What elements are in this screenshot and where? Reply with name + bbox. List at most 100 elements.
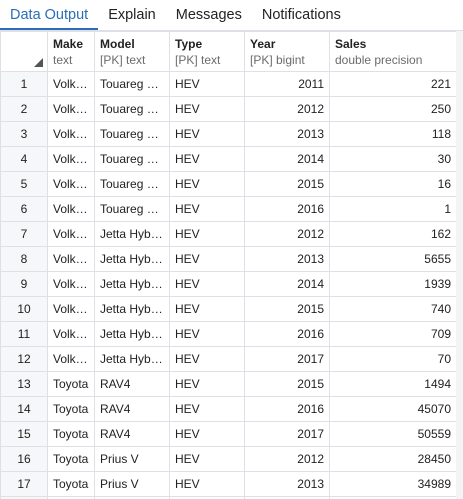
make-cell[interactable]: Toyota (47, 371, 95, 397)
year-cell[interactable]: 2012 (244, 446, 330, 472)
select-all-corner[interactable] (0, 31, 48, 72)
model-cell[interactable]: Jetta Hybr… (94, 321, 170, 347)
table-row[interactable]: 14 Toyota RAV4 HEV 2016 45070 (0, 396, 457, 422)
make-cell[interactable]: Volk… (47, 146, 95, 172)
model-cell[interactable]: RAV4 (94, 396, 170, 422)
year-cell[interactable]: 2013 (244, 121, 330, 147)
sales-cell[interactable]: 50559 (329, 421, 457, 447)
sales-cell[interactable]: 709 (329, 321, 457, 347)
sales-cell[interactable]: 740 (329, 296, 457, 322)
column-header-model[interactable]: Model [PK] text (94, 31, 170, 72)
row-number-cell[interactable]: 9 (0, 271, 48, 297)
row-number-cell[interactable]: 1 (0, 71, 48, 97)
sales-cell[interactable]: 250 (329, 96, 457, 122)
year-cell[interactable]: 2016 (244, 396, 330, 422)
type-cell[interactable]: HEV (169, 246, 245, 272)
sales-cell[interactable]: 1494 (329, 371, 457, 397)
make-cell[interactable]: Volk… (47, 246, 95, 272)
row-number-cell[interactable]: 4 (0, 146, 48, 172)
year-cell[interactable]: 2014 (244, 146, 330, 172)
year-cell[interactable]: 2015 (244, 171, 330, 197)
year-cell[interactable]: 2012 (244, 96, 330, 122)
sales-cell[interactable]: 162 (329, 221, 457, 247)
model-cell[interactable]: Touareg H… (94, 146, 170, 172)
column-header-make[interactable]: Make text (47, 31, 95, 72)
table-row[interactable]: 13 Toyota RAV4 HEV 2015 1494 (0, 371, 457, 397)
data-output-grid[interactable]: Make text Model [PK] text Type [PK] text… (0, 31, 463, 499)
row-number-cell[interactable]: 17 (0, 471, 48, 497)
year-cell[interactable]: 2012 (244, 221, 330, 247)
type-cell[interactable]: HEV (169, 396, 245, 422)
table-row[interactable]: 10 Volk… Jetta Hybr… HEV 2015 740 (0, 296, 457, 322)
model-cell[interactable]: Jetta Hybr… (94, 221, 170, 247)
row-number-cell[interactable]: 6 (0, 196, 48, 222)
table-row[interactable]: 1 Volk… Touareg H… HEV 2011 221 (0, 71, 457, 97)
row-number-cell[interactable]: 14 (0, 396, 48, 422)
sales-cell[interactable]: 1 (329, 196, 457, 222)
type-cell[interactable]: HEV (169, 121, 245, 147)
table-row[interactable]: 11 Volk… Jetta Hybr… HEV 2016 709 (0, 321, 457, 347)
year-cell[interactable]: 2015 (244, 296, 330, 322)
make-cell[interactable]: Toyota (47, 396, 95, 422)
make-cell[interactable]: Volk… (47, 196, 95, 222)
year-cell[interactable]: 2015 (244, 371, 330, 397)
model-cell[interactable]: Touareg H… (94, 196, 170, 222)
year-cell[interactable]: 2017 (244, 421, 330, 447)
tab-data-output[interactable]: Data Output (0, 0, 99, 30)
row-number-cell[interactable]: 5 (0, 171, 48, 197)
table-row[interactable]: 4 Volk… Touareg H… HEV 2014 30 (0, 146, 457, 172)
make-cell[interactable]: Volk… (47, 71, 95, 97)
table-row[interactable]: 17 Toyota Prius V HEV 2013 34989 (0, 471, 457, 497)
table-row[interactable]: 9 Volk… Jetta Hybr… HEV 2014 1939 (0, 271, 457, 297)
model-cell[interactable]: Jetta Hybr… (94, 296, 170, 322)
model-cell[interactable]: RAV4 (94, 421, 170, 447)
type-cell[interactable]: HEV (169, 346, 245, 372)
type-cell[interactable]: HEV (169, 446, 245, 472)
make-cell[interactable]: Volk… (47, 321, 95, 347)
type-cell[interactable]: HEV (169, 371, 245, 397)
table-row[interactable]: 8 Volk… Jetta Hybr… HEV 2013 5655 (0, 246, 457, 272)
sales-cell[interactable]: 45070 (329, 396, 457, 422)
row-number-cell[interactable]: 3 (0, 121, 48, 147)
tab-notifications[interactable]: Notifications (261, 7, 341, 23)
year-cell[interactable]: 2013 (244, 471, 330, 497)
year-cell[interactable]: 2017 (244, 346, 330, 372)
sales-cell[interactable]: 34989 (329, 471, 457, 497)
sales-cell[interactable]: 70 (329, 346, 457, 372)
model-cell[interactable]: RAV4 (94, 371, 170, 397)
make-cell[interactable]: Volk… (47, 96, 95, 122)
column-header-type[interactable]: Type [PK] text (169, 31, 245, 72)
sales-cell[interactable]: 16 (329, 171, 457, 197)
sales-cell[interactable]: 5655 (329, 246, 457, 272)
sales-cell[interactable]: 118 (329, 121, 457, 147)
tab-explain[interactable]: Explain (108, 7, 156, 23)
table-row[interactable]: 2 Volk… Touareg H… HEV 2012 250 (0, 96, 457, 122)
type-cell[interactable]: HEV (169, 296, 245, 322)
row-number-cell[interactable]: 13 (0, 371, 48, 397)
row-number-cell[interactable]: 7 (0, 221, 48, 247)
sales-cell[interactable]: 30 (329, 146, 457, 172)
column-header-year[interactable]: Year [PK] bigint (244, 31, 330, 72)
table-row[interactable]: 7 Volk… Jetta Hybr… HEV 2012 162 (0, 221, 457, 247)
make-cell[interactable]: Volk… (47, 346, 95, 372)
column-header-sales[interactable]: Sales double precision (329, 31, 457, 72)
year-cell[interactable]: 2016 (244, 196, 330, 222)
type-cell[interactable]: HEV (169, 146, 245, 172)
type-cell[interactable]: HEV (169, 471, 245, 497)
sales-cell[interactable]: 1939 (329, 271, 457, 297)
year-cell[interactable]: 2011 (244, 71, 330, 97)
sales-cell[interactable]: 28450 (329, 446, 457, 472)
make-cell[interactable]: Volk… (47, 271, 95, 297)
year-cell[interactable]: 2013 (244, 246, 330, 272)
make-cell[interactable]: Volk… (47, 171, 95, 197)
make-cell[interactable]: Toyota (47, 446, 95, 472)
row-number-cell[interactable]: 12 (0, 346, 48, 372)
model-cell[interactable]: Prius V (94, 446, 170, 472)
type-cell[interactable]: HEV (169, 171, 245, 197)
row-number-cell[interactable]: 10 (0, 296, 48, 322)
type-cell[interactable]: HEV (169, 421, 245, 447)
model-cell[interactable]: Jetta Hybr… (94, 246, 170, 272)
type-cell[interactable]: HEV (169, 196, 245, 222)
model-cell[interactable]: Jetta Hybr… (94, 271, 170, 297)
type-cell[interactable]: HEV (169, 221, 245, 247)
